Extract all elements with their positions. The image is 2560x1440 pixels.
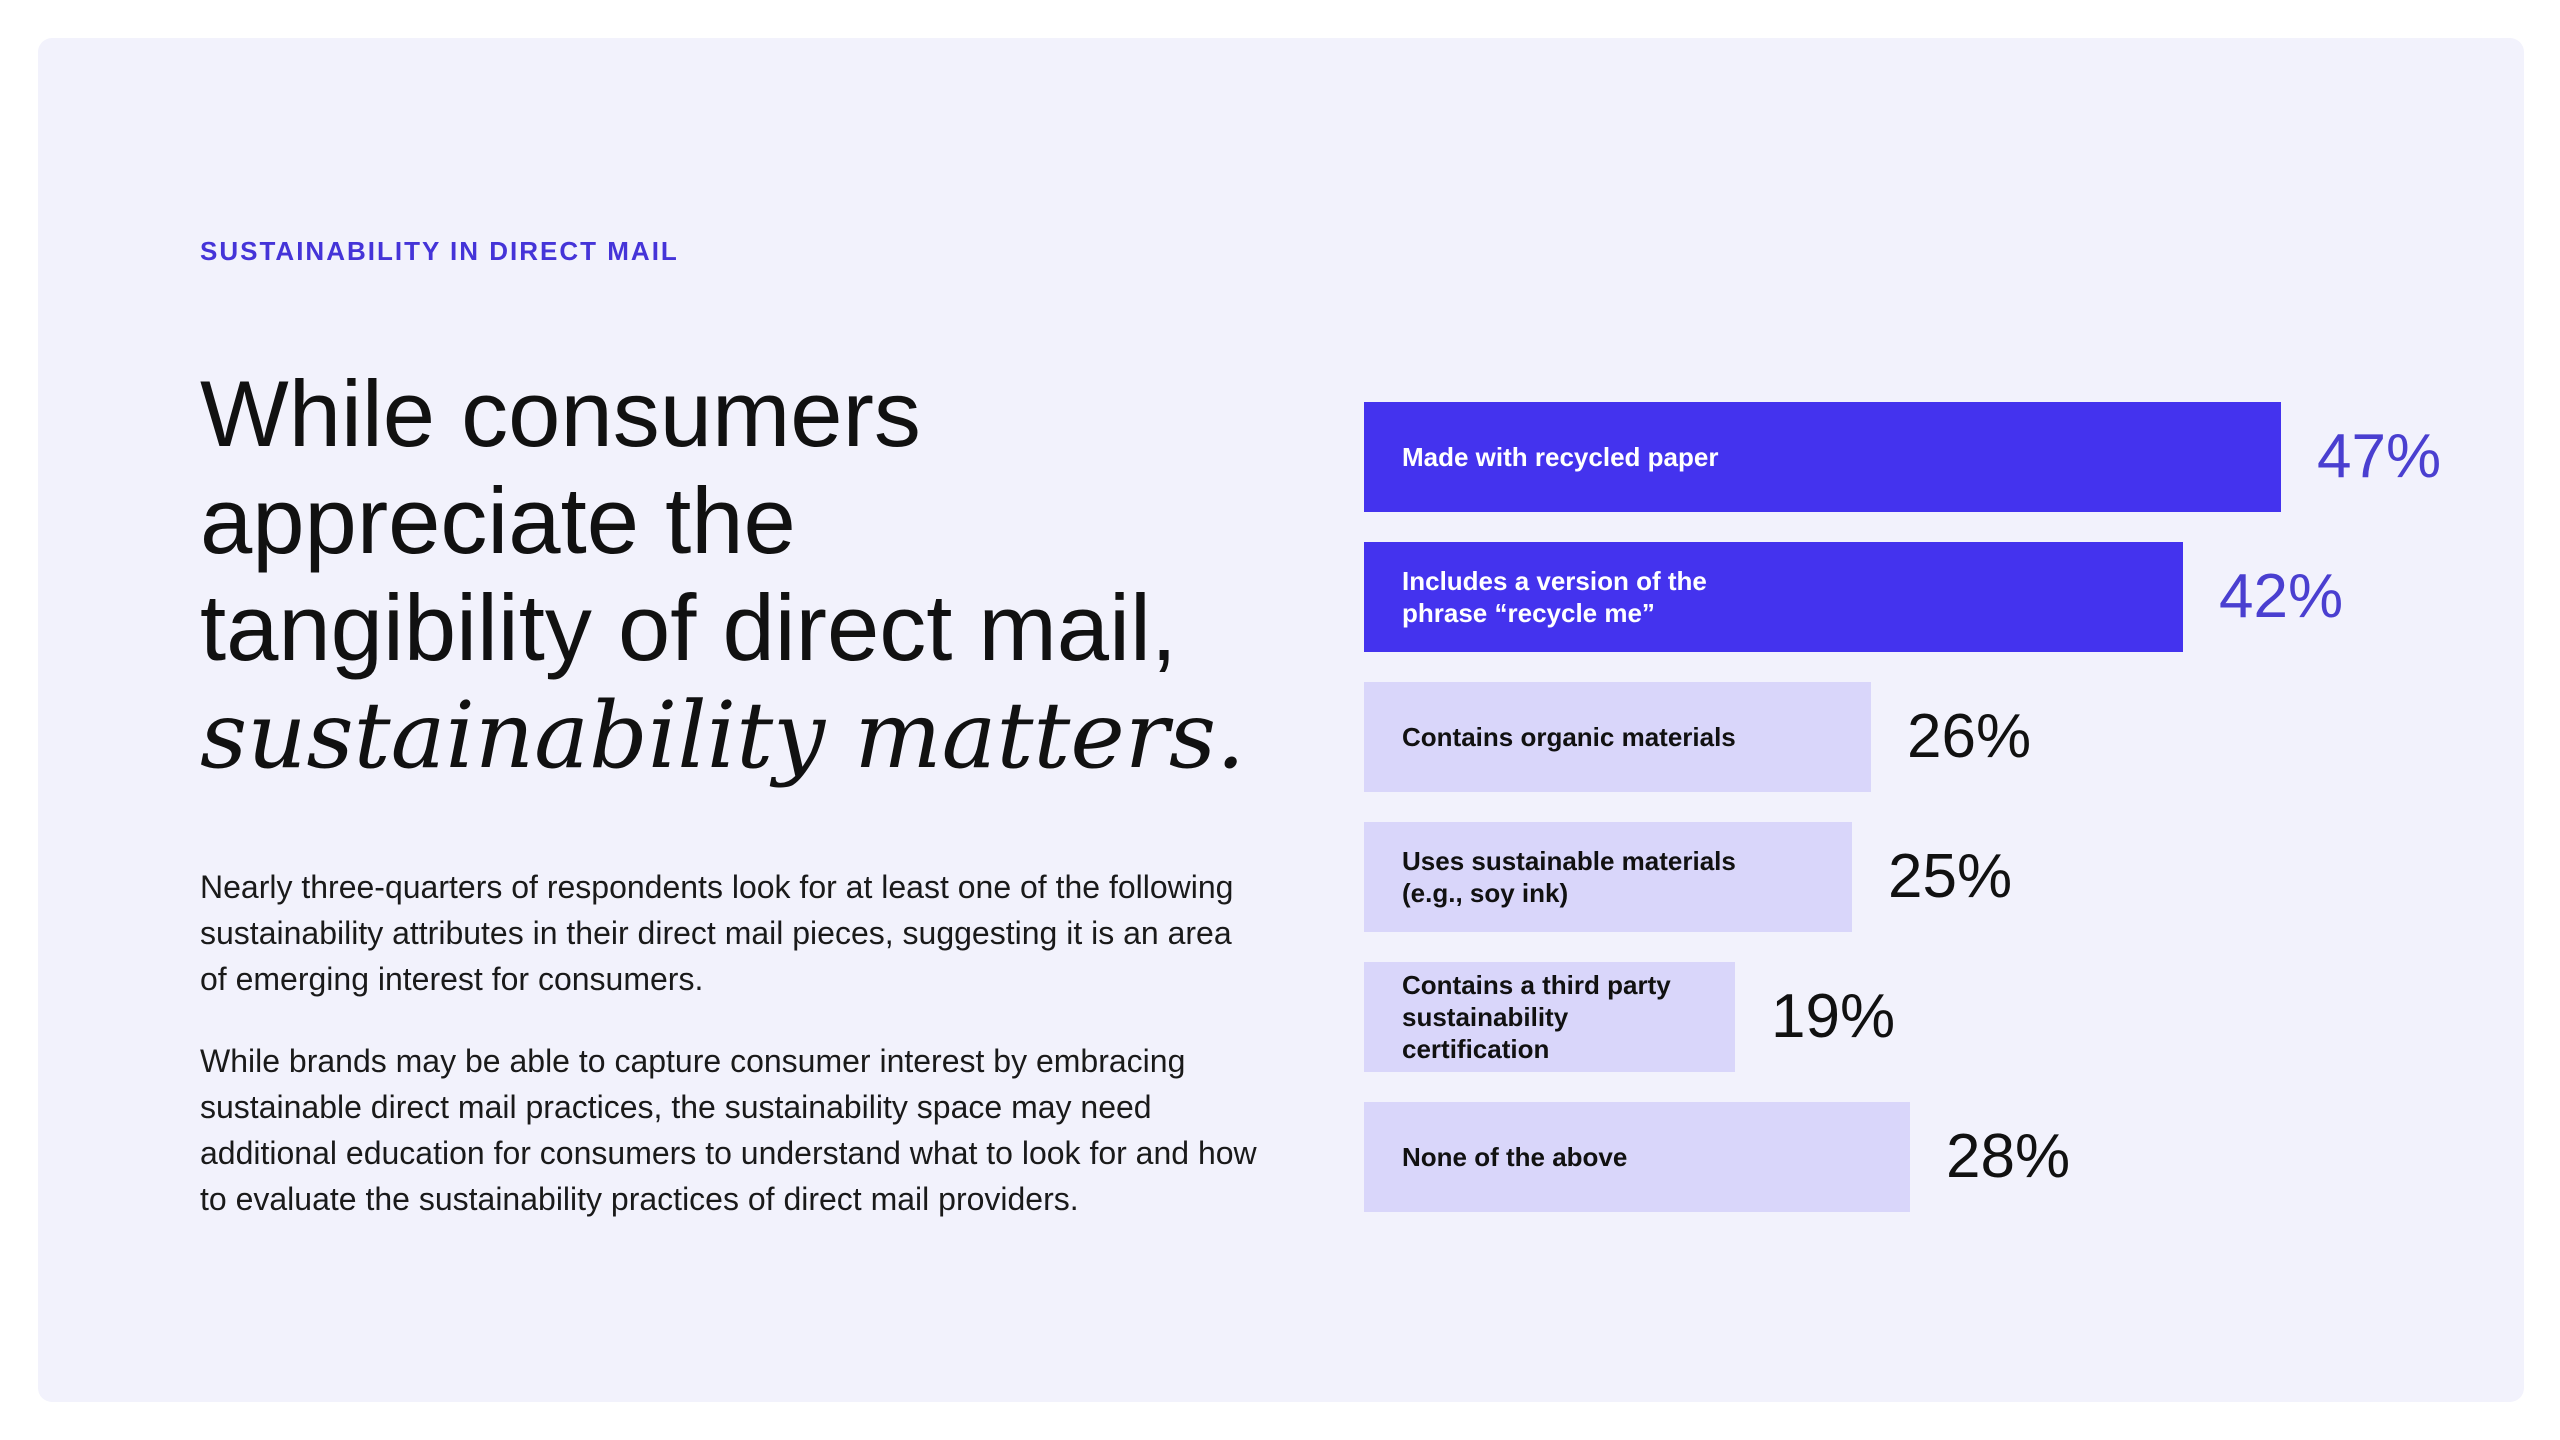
body-paragraph-2: While brands may be able to capture cons… — [200, 1043, 1257, 1217]
bar-label: Uses sustainable materials (e.g., soy in… — [1402, 846, 1736, 908]
bar-6: None of the above — [1364, 1102, 1910, 1212]
bar-1: Made with recycled paper — [1364, 402, 2281, 512]
bar-5: Contains a third party sustainability ce… — [1364, 962, 1735, 1072]
bar-label: Contains a third party sustainability ce… — [1402, 970, 1671, 1064]
bar-value-label: 25% — [1888, 842, 2013, 911]
bar-4: Uses sustainable materials (e.g., soy in… — [1364, 822, 1852, 932]
bar-value-label: 19% — [1771, 982, 1896, 1051]
body-paragraph-1: Nearly three-quarters of respondents loo… — [200, 869, 1234, 997]
headline-line-1: While consumers — [200, 361, 921, 466]
section-eyebrow: SUSTAINABILITY IN DIRECT MAIL — [200, 236, 679, 266]
headline-emphasis: sustainability matters. — [200, 682, 1246, 789]
bar-value-label: 28% — [1946, 1122, 2071, 1191]
content-card — [38, 38, 2524, 1402]
bar-label: Made with recycled paper — [1402, 442, 1719, 472]
bar-label: None of the above — [1402, 1142, 1628, 1172]
bar-2: Includes a version of the phrase “recycl… — [1364, 542, 2183, 652]
bar-value-label: 42% — [2219, 562, 2344, 631]
headline-line-2: appreciate the — [200, 468, 796, 573]
headline-line-3: tangibility of direct mail, — [200, 575, 1177, 680]
bar-label: Contains organic materials — [1402, 722, 1736, 752]
page-headline: While consumers appreciate the tangibili… — [200, 360, 1300, 789]
bar-value-label: 47% — [2317, 422, 2442, 491]
bar-3: Contains organic materials — [1364, 682, 1871, 792]
bar-label: Includes a version of the phrase “recycl… — [1402, 566, 1707, 628]
bar-value-label: 26% — [1907, 702, 2032, 771]
